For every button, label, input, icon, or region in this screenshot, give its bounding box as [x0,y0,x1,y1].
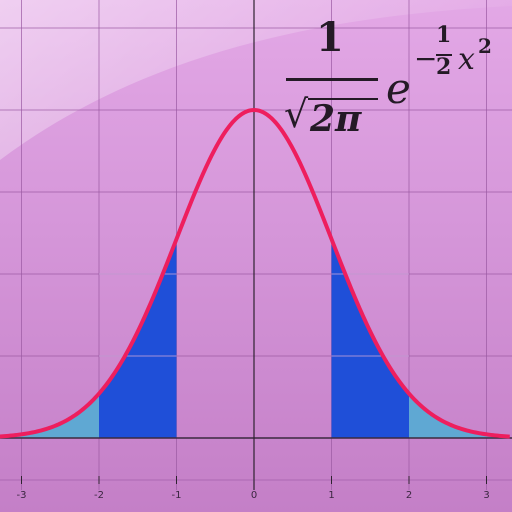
x-tick-label: -1 [172,490,182,501]
formula-fraction-bar [286,78,378,81]
shaded-region [0,393,99,438]
x-tick-label: 3 [483,490,489,501]
x-tick-label: 1 [328,490,334,501]
sqrt-vinculum [308,98,378,100]
x-tick-label: -2 [94,490,104,501]
sqrt-icon: √ [284,92,309,136]
formula-exponent-fraction-numerator: 1 [436,22,452,48]
formula-exponent-fraction-denominator: 2 [436,54,452,80]
x-tick-label: 0 [251,490,257,501]
formula-exponent-power: 2 [478,34,492,58]
normal-density-formula: 1 √ 2π e − 1 2 x 2 [280,14,512,144]
background-swoosh [0,0,512,160]
x-tick-label: -3 [17,490,27,501]
density-curve [0,108,511,439]
formula-exponent-variable: x [458,42,475,77]
shaded-region [409,393,510,438]
formula-exponent-fraction-bar [436,54,452,56]
formula-denominator: 2π [310,98,362,140]
formula-exponent-minus: − [414,42,438,75]
formula-exponential-base: e [386,64,411,113]
formula-numerator: 1 [316,14,344,61]
x-tick-label: 2 [406,490,412,501]
